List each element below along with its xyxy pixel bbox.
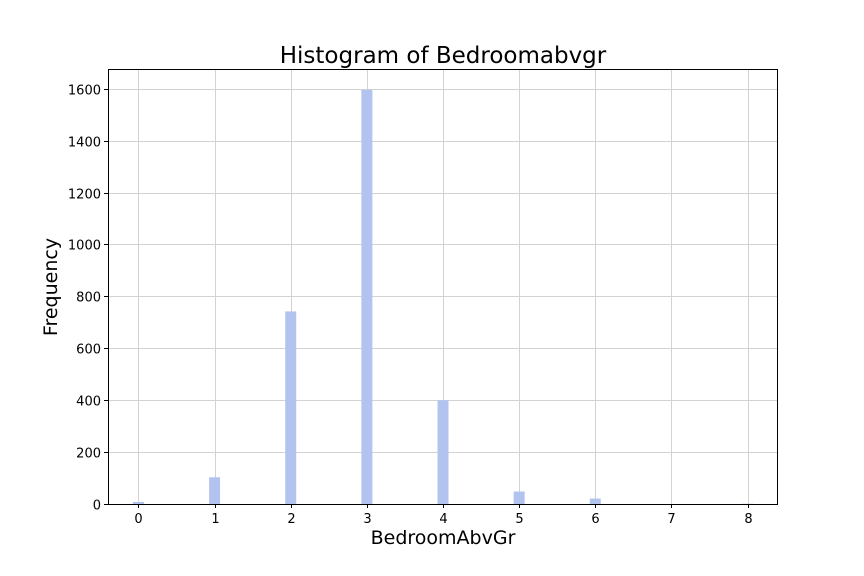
histogram-bar <box>513 491 525 504</box>
x-tick-label: 2 <box>287 512 295 527</box>
histogram-bar <box>132 501 144 504</box>
y-tick-label: 0 <box>93 499 101 514</box>
y-tick-label: 1400 <box>68 136 101 151</box>
y-axis-label: Frequency <box>40 238 62 336</box>
y-tick-label: 1600 <box>68 84 101 99</box>
y-tick-label: 1000 <box>68 239 101 254</box>
chart-title: Histogram of Bedroomabvgr <box>280 43 607 69</box>
x-tick-label: 5 <box>515 512 523 527</box>
histogram-bar <box>361 89 373 504</box>
y-tick-label: 600 <box>76 343 101 358</box>
bars <box>132 89 754 505</box>
y-tick-label: 200 <box>76 447 101 462</box>
x-tick-label: 4 <box>439 512 447 527</box>
x-axis-ticks: 0 1 2 3 4 5 6 7 8 <box>134 504 753 527</box>
y-tick-label: 1200 <box>68 188 101 203</box>
histogram-bar <box>742 503 754 505</box>
histogram-bar <box>209 477 221 504</box>
x-tick-label: 8 <box>744 512 752 527</box>
x-tick-label: 7 <box>667 512 675 527</box>
x-axis-label: BedroomAbvGr <box>371 527 516 549</box>
x-tick-label: 0 <box>134 512 142 527</box>
grid-lines <box>108 69 778 505</box>
x-tick-label: 6 <box>591 512 599 527</box>
y-tick-label: 800 <box>76 291 101 306</box>
y-axis-ticks: 0 200 400 600 800 1000 1200 1400 1600 <box>68 84 108 514</box>
y-tick-label: 400 <box>76 395 101 410</box>
x-tick-label: 3 <box>363 512 371 527</box>
histogram-bar <box>589 498 601 504</box>
x-tick-label: 1 <box>211 512 219 527</box>
histogram-bar <box>285 311 297 504</box>
histogram-bar <box>437 400 449 504</box>
